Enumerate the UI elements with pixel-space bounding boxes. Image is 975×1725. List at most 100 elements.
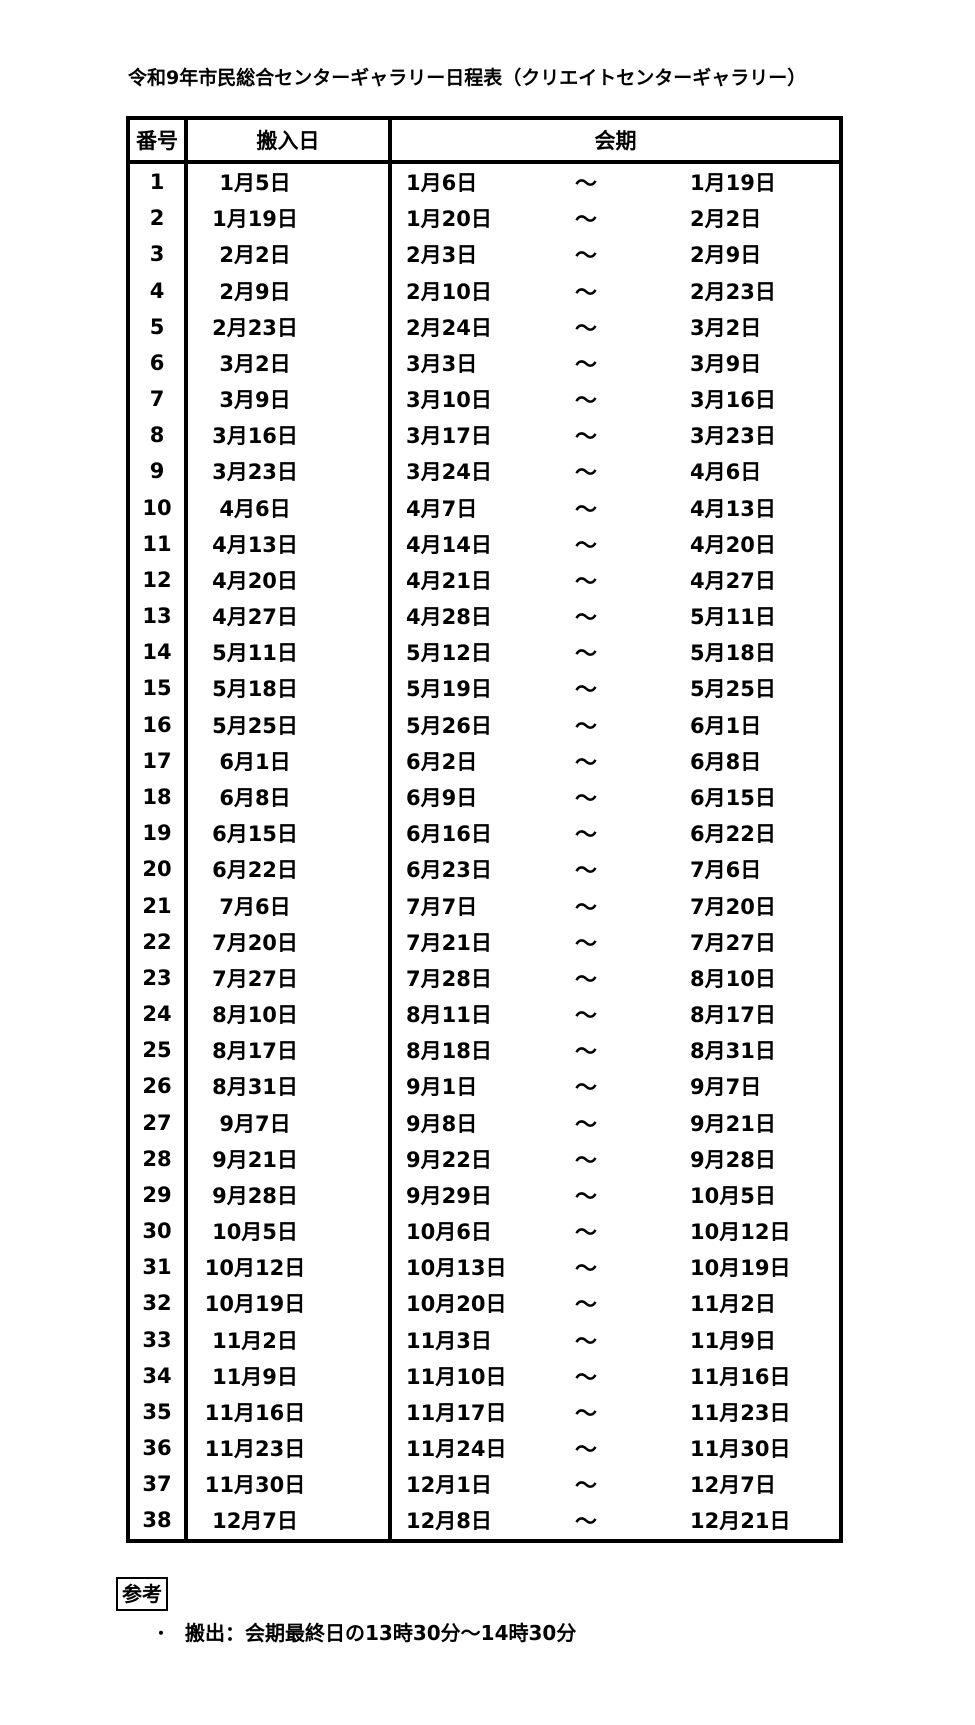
row-number: 1 [130,164,188,201]
period-end-date: 10月12日 [690,1220,791,1245]
period-start-date: 9月1日 [406,1075,478,1100]
tilde-separator: ～ [574,823,597,849]
carry-in-date: 6月22日 [188,851,392,888]
carry-in-date: 3月23日 [188,453,392,490]
carry-in-date: 2月2日 [188,236,392,273]
carry-in-date: 2月9日 [188,272,392,309]
period-cell: 9月29日 ～ 10月5日 [392,1177,839,1213]
period-cell: 3月24日 ～ 4月6日 [392,453,839,489]
period-start-date: 5月19日 [406,677,492,702]
row-number: 29 [130,1176,188,1213]
tilde-separator: ～ [574,352,597,378]
period-cell: 12月8日 ～ 12月21日 [392,1502,839,1538]
table-row: 17 6月1日 6月2日 ～ 6月8日 [130,742,839,779]
period-start-date: 8月11日 [406,1003,492,1028]
period-cell: 7月7日 ～ 7月20日 [392,887,839,923]
period-end-date: 11月30日 [690,1437,791,1462]
period-end-date: 6月1日 [690,713,762,738]
period-cell: 2月24日 ～ 3月2日 [392,309,839,345]
table-row: 38 12月7日 12月8日 ～ 12月21日 [130,1502,839,1539]
carry-in-date: 3月16日 [188,417,392,454]
tilde-separator: ～ [574,787,597,812]
header-carry-in: 搬入日 [188,120,392,160]
period-start-date: 10月6日 [406,1220,492,1245]
table-row: 36 11月23日 11月24日 ～ 11月30日 [130,1430,839,1467]
table-body: 1 1月5日 1月6日～ 1月19日 2 1月19日 1月20日～ 2月2日 3 2月2日 2月3日… [130,164,839,1539]
tilde-separator: ～ [574,172,597,198]
period-end-date: 8月31日 [690,1039,776,1064]
table-row: 24 8月10日 8月11日 ～ 8月17日 [130,995,839,1033]
period-start-date: 8月18日 [406,1039,492,1064]
tilde-separator: ～ [574,642,597,668]
carry-in-date: 5月11日 [188,634,392,671]
row-number: 14 [130,634,188,671]
carry-in-date: 8月31日 [188,1068,392,1105]
tilde-separator: ～ [574,280,597,306]
row-number: 33 [130,1321,188,1358]
table-row: 30 10月5日 10月6日 ～ 10月12日 [130,1212,839,1250]
table-row: 15 5月18日 5月19日 ～ 5月25日 [130,670,839,707]
period-start-date: 9月22日 [406,1147,492,1172]
carry-in-date: 5月18日 [188,670,392,707]
period-end-date: 3月16日 [690,388,776,413]
header-number: 番号 [130,120,188,160]
tilde-separator: ～ [574,606,597,632]
period-start-date: 9月29日 [406,1183,492,1208]
period-start-date: 1月6日 [406,171,478,196]
table-row: 21 7月6日 7月7日 ～ 7月20日 [130,887,839,924]
row-number: 36 [130,1430,188,1467]
tilde-separator: ～ [574,1076,597,1102]
period-start-date: 2月3日 [406,243,478,268]
tilde-separator: ～ [574,750,597,776]
period-cell: 1月20日 ～ 2月2日 [392,200,839,236]
table-row: 35 11月16日 11月17日 ～ 11月23日 [130,1393,839,1431]
row-number: 13 [130,598,188,635]
period-cell: 11月3日 ～ 11月9日 [392,1322,839,1358]
period-end-date: 2月2日 [690,207,762,232]
table-row: 20 6月22日 6月23日 ～ 7月6日 [130,851,839,888]
carry-in-date: 4月6日 [188,489,392,526]
period-start-date: 3月3日 [406,351,478,376]
period-end-date: 10月5日 [690,1183,776,1208]
row-number: 31 [130,1249,188,1286]
row-number: 19 [130,815,188,852]
period-cell: 5月12日 ～ 5月18日 [392,634,839,670]
period-end-date: 8月10日 [690,966,776,991]
period-end-date: 4月13日 [690,496,776,521]
table-row: 14 5月11日 5月12日 ～ 5月18日 [130,634,839,671]
tilde-separator: ～ [574,1474,597,1500]
table-row: 13 4月27日 4月28日 ～ 5月11日 [130,598,839,635]
carry-in-date: 6月8日 [188,778,392,816]
period-start-date: 11月17日 [406,1400,507,1425]
period-cell: 1月6日 ～ 1月19日 [392,164,839,200]
period-start-date: 6月9日 [406,786,478,810]
period-cell: 2月3日 ～ 2月9日 [392,236,839,272]
period-end-date: 12月7日 [690,1473,776,1498]
row-number: 2 [130,200,188,237]
period-cell: 6月9日 ～ 6月15日 [392,779,839,815]
table-row: 32 10月19日 10月20日 ～ 11月2日 [130,1285,839,1322]
row-number: 26 [130,1068,188,1105]
tilde-separator: ～ [574,1221,597,1247]
row-number: 12 [130,561,188,599]
tilde-separator: ～ [574,714,597,740]
tilde-separator: ～ [574,895,597,921]
period-cell: 12月1日 ～ 12月7日 [392,1466,839,1502]
row-number: 4 [130,272,188,309]
period-cell: 9月22日 ～ 9月28日 [392,1141,839,1177]
carry-in-date: 6月1日 [188,742,392,779]
row-number: 23 [130,959,188,996]
period-cell: 11月24日 ～ 11月30日 [392,1430,839,1466]
row-number: 32 [130,1285,188,1322]
row-number: 21 [130,887,188,924]
row-number: 28 [130,1140,188,1177]
tilde-separator: ～ [574,1257,597,1283]
period-cell: 6月2日 ～ 6月8日 [392,743,839,779]
row-number: 9 [130,453,188,490]
period-end-date: 6月15日 [690,786,776,810]
period-end-date: 7月27日 [690,930,776,955]
period-end-date: 1月19日 [690,171,776,196]
carry-in-date: 11月2日 [188,1321,392,1358]
row-number: 38 [130,1502,188,1539]
